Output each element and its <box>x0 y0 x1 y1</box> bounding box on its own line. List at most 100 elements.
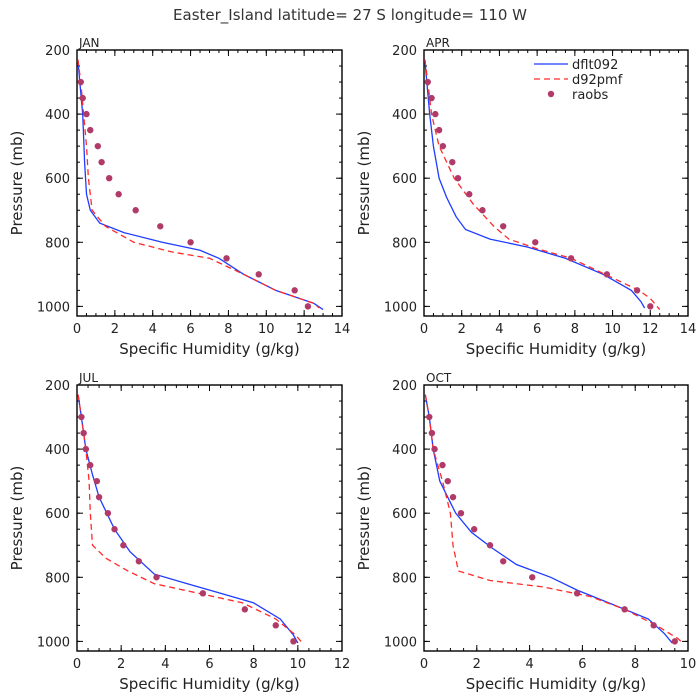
raobs-point <box>135 558 143 565</box>
y-tick-label: 600 <box>45 507 70 522</box>
raobs-point <box>87 126 94 134</box>
x-axis-label: Specific Humidity (g/kg) <box>466 675 646 693</box>
x-tick-label: 0 <box>73 322 81 337</box>
raobs-point <box>255 271 262 278</box>
plot-frame <box>76 384 343 652</box>
raobs-point <box>223 255 230 262</box>
y-axis-label: Pressure (mb) <box>8 466 26 571</box>
raobs-point <box>500 558 507 565</box>
legend-label-d92pmf: d92pmf <box>572 73 623 88</box>
y-tick-label: 200 <box>392 44 417 59</box>
y-tick-label: 600 <box>392 507 417 522</box>
panel-oct: OCT 0 2 4 6 8 10 200 400 600 800 1000 Specific Humid… <box>355 371 696 693</box>
panel-title: APR <box>426 36 450 50</box>
plot-area <box>424 394 684 645</box>
y-tick-label: 600 <box>45 172 70 187</box>
raobs-point <box>439 142 447 150</box>
d92pmf-line <box>77 394 303 644</box>
x-tick-label: 8 <box>631 657 639 672</box>
raobs-point <box>573 590 581 597</box>
raobs-point <box>153 574 160 581</box>
x-tick-label: 2 <box>458 322 466 337</box>
y-tick-label: 800 <box>392 571 417 586</box>
panel-jan: JAN 0 2 4 6 8 10 12 14 200 400 600 800 1000 Specific H… <box>8 36 350 358</box>
raobs-point <box>291 287 298 294</box>
plot-frame <box>423 384 689 652</box>
x-tick-label: 10 <box>258 322 275 337</box>
raobs-point <box>449 158 456 166</box>
raobs-point <box>621 606 628 613</box>
x-tick-label: 10 <box>604 322 621 337</box>
y-tick-label: 200 <box>45 44 70 59</box>
raobs-point <box>115 191 122 198</box>
raobs-point <box>87 461 94 469</box>
raobs-point <box>647 303 654 310</box>
x-tick-label: 6 <box>205 657 213 672</box>
raobs-point <box>199 590 207 597</box>
raobs-point <box>650 622 657 629</box>
x-tick-label: 12 <box>296 322 313 337</box>
x-tick-label: 8 <box>224 322 232 337</box>
x-axis-label: Specific Humidity (g/kg) <box>119 340 299 358</box>
y-tick-label: 400 <box>45 443 70 458</box>
x-tick-label: 14 <box>680 322 697 337</box>
raobs-point <box>82 445 90 453</box>
dflt092-line <box>77 59 324 311</box>
panel-title: OCT <box>426 371 452 385</box>
raobs-point <box>479 207 486 214</box>
raobs-point <box>120 542 127 549</box>
panel-apr: APR 0 2 4 6 8 10 12 14 200 400 600 800 1000 Specific H… <box>355 36 696 358</box>
raobs-point <box>431 445 438 453</box>
raobs-point <box>104 509 112 517</box>
raobs-point <box>457 509 465 517</box>
raobs-point <box>454 174 462 182</box>
x-tick-label: 12 <box>642 322 659 337</box>
raobs-point <box>470 526 478 533</box>
raobs-point <box>567 255 575 262</box>
y-tick-label: 1000 <box>37 635 70 650</box>
y-axis-label: Pressure (mb) <box>355 466 373 571</box>
raobs-point <box>132 207 139 214</box>
figure-title: Easter_Island latitude= 27 S longitude= … <box>173 6 527 25</box>
legend-label-raobs: raobs <box>572 88 609 103</box>
x-tick-label: 4 <box>161 657 169 672</box>
y-tick-label: 1000 <box>384 300 417 315</box>
raobs-point <box>486 542 494 549</box>
raobs-point <box>426 413 433 421</box>
raobs-point <box>290 638 297 645</box>
raobs-point <box>111 526 118 533</box>
raobs-point <box>633 287 641 294</box>
raobs-point <box>424 78 431 86</box>
plot-frame <box>76 49 343 317</box>
d92pmf-line <box>77 59 320 309</box>
raobs-point <box>105 174 113 182</box>
raobs-point <box>83 110 90 118</box>
panel-title: JUL <box>78 371 98 385</box>
plot-area <box>424 59 661 311</box>
raobs-point <box>94 142 102 150</box>
legend-label-dflt092: dflt092 <box>572 58 618 73</box>
raobs-point <box>428 429 436 437</box>
y-axis-label: Pressure (mb) <box>355 131 373 236</box>
y-tick-label: 800 <box>45 236 70 251</box>
panel-title: JAN <box>78 36 100 50</box>
raobs-point <box>304 303 312 310</box>
x-tick-label: 2 <box>111 322 119 337</box>
y-tick-label: 400 <box>392 443 417 458</box>
y-tick-label: 200 <box>45 379 70 394</box>
d92pmf-line <box>424 59 661 311</box>
x-tick-label: 0 <box>420 657 428 672</box>
plot-frame <box>423 49 689 317</box>
y-tick-label: 1000 <box>384 635 417 650</box>
x-tick-label: 8 <box>571 322 579 337</box>
raobs-point <box>603 271 611 278</box>
dflt092-line <box>424 394 673 644</box>
raobs-point <box>435 126 443 134</box>
x-axis-label: Specific Humidity (g/kg) <box>466 340 646 358</box>
y-tick-label: 1000 <box>37 300 70 315</box>
x-tick-label: 4 <box>149 322 157 337</box>
x-tick-label: 2 <box>117 657 125 672</box>
panels: JAN 0 2 4 6 8 10 12 14 200 400 600 800 1000 Specific H… <box>8 36 696 693</box>
x-tick-label: 4 <box>495 322 503 337</box>
x-tick-label: 8 <box>250 657 258 672</box>
